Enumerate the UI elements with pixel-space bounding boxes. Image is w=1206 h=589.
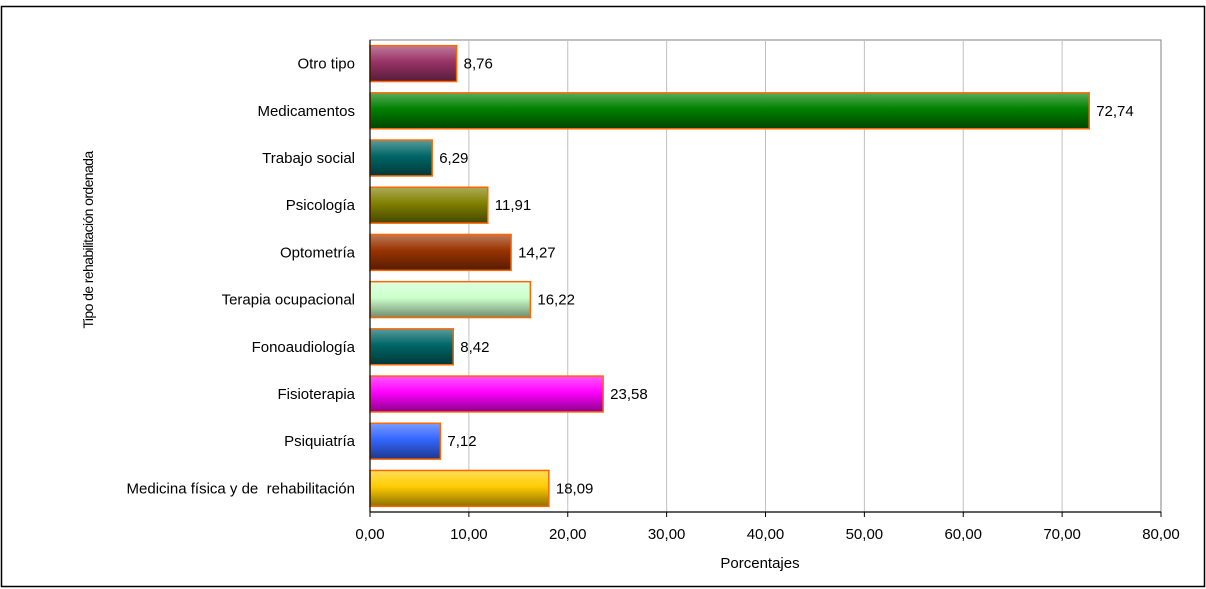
data-label: 18,09: [556, 480, 594, 497]
x-tick-label: 50,00: [846, 526, 884, 543]
x-axis-label: Porcentajes: [720, 555, 799, 572]
x-tick-label: 80,00: [1142, 526, 1180, 543]
bar: [369, 422, 442, 460]
category-label: Fonoaudiología: [252, 339, 356, 356]
data-label: 23,58: [610, 386, 648, 403]
bar: [369, 233, 512, 272]
data-label: 14,27: [518, 244, 556, 261]
category-label: Medicina física y de rehabilitación: [127, 480, 355, 497]
category-label: Psiquiatría: [284, 433, 356, 450]
bar: [369, 139, 433, 177]
x-tick-label: 40,00: [747, 526, 785, 543]
category-label: Terapia ocupacional: [222, 292, 355, 309]
data-label: 16,22: [537, 292, 575, 309]
category-label: Optometría: [280, 244, 356, 261]
y-axis-label: Tipo de rehabilitación ordenada: [80, 151, 96, 329]
category-label: Otro tipo: [297, 56, 355, 73]
bar: [369, 92, 1090, 130]
category-label: Psicología: [286, 197, 356, 214]
bar: [369, 280, 532, 319]
category-label: Medicamentos: [257, 103, 355, 120]
x-tick-label: 10,00: [450, 526, 488, 543]
x-tick-label: 0,00: [355, 526, 384, 543]
x-tick-label: 30,00: [648, 526, 686, 543]
axes: [369, 40, 1162, 517]
data-label: 6,29: [439, 150, 468, 167]
value-labels: 8,76 72,74 6,29 11,91 14,27 16,22 8,42 23,58 7,1…: [439, 56, 1134, 498]
bar: [369, 469, 550, 508]
tick-labels: 0,00 10,00 20,00 30,00 40,00 50,00 60,00 70,00 8…: [355, 526, 1179, 543]
x-tick-label: 70,00: [1043, 526, 1081, 543]
bar: [369, 44, 458, 83]
bar: [369, 186, 489, 224]
bar: [369, 375, 604, 413]
category-label: Fisioterapia: [277, 386, 355, 403]
x-tick-label: 60,00: [944, 526, 982, 543]
data-label: 8,76: [464, 56, 493, 73]
bars: [369, 44, 1090, 508]
data-label: 8,42: [460, 339, 489, 356]
data-label: 7,12: [447, 433, 476, 450]
category-labels: Otro tipo Medicamentos Trabajo social Psico…: [127, 56, 356, 498]
bar: [369, 328, 455, 366]
x-tick-label: 20,00: [549, 526, 587, 543]
data-label: 11,91: [495, 197, 531, 214]
data-label: 72,74: [1096, 103, 1134, 120]
category-label: Trabajo social: [262, 150, 355, 167]
